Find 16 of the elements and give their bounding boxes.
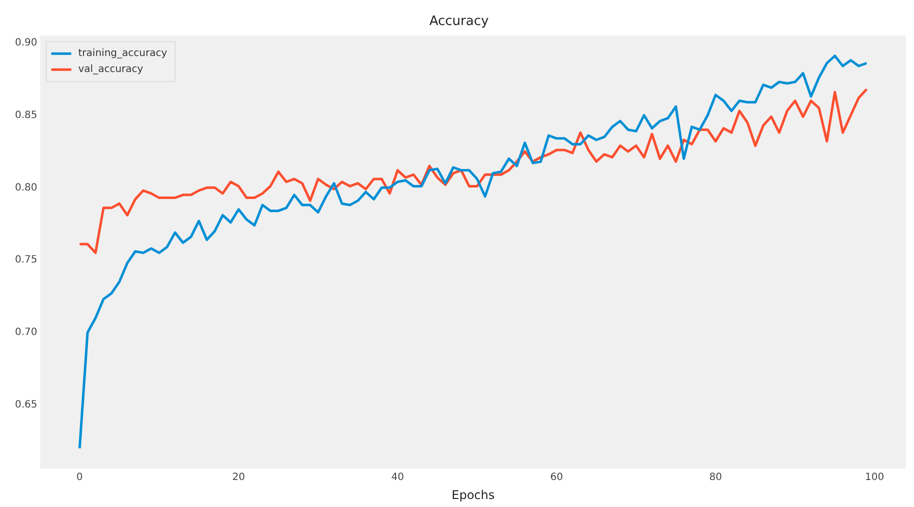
x-tick-label: 60 [550, 472, 563, 484]
chart-title: Accuracy [429, 14, 489, 30]
y-tick-label: 0.75 [15, 254, 38, 266]
y-tick-label: 0.65 [15, 399, 38, 410]
x-tick-label: 80 [709, 472, 722, 484]
x-tick-label: 40 [391, 472, 404, 484]
y-tick-label: 0.85 [15, 110, 38, 121]
legend-label: training_accuracy [78, 48, 168, 60]
x-tick-label: 0 [76, 472, 83, 484]
x-tick-label: 100 [865, 472, 884, 484]
x-axis-title: Epochs [452, 488, 495, 502]
y-tick-label: 0.80 [15, 182, 38, 194]
y-tick-label: 0.90 [15, 37, 38, 48]
legend-label: val_accuracy [78, 64, 144, 76]
x-tick-label: 20 [232, 472, 245, 484]
y-tick-label: 0.70 [15, 327, 38, 338]
